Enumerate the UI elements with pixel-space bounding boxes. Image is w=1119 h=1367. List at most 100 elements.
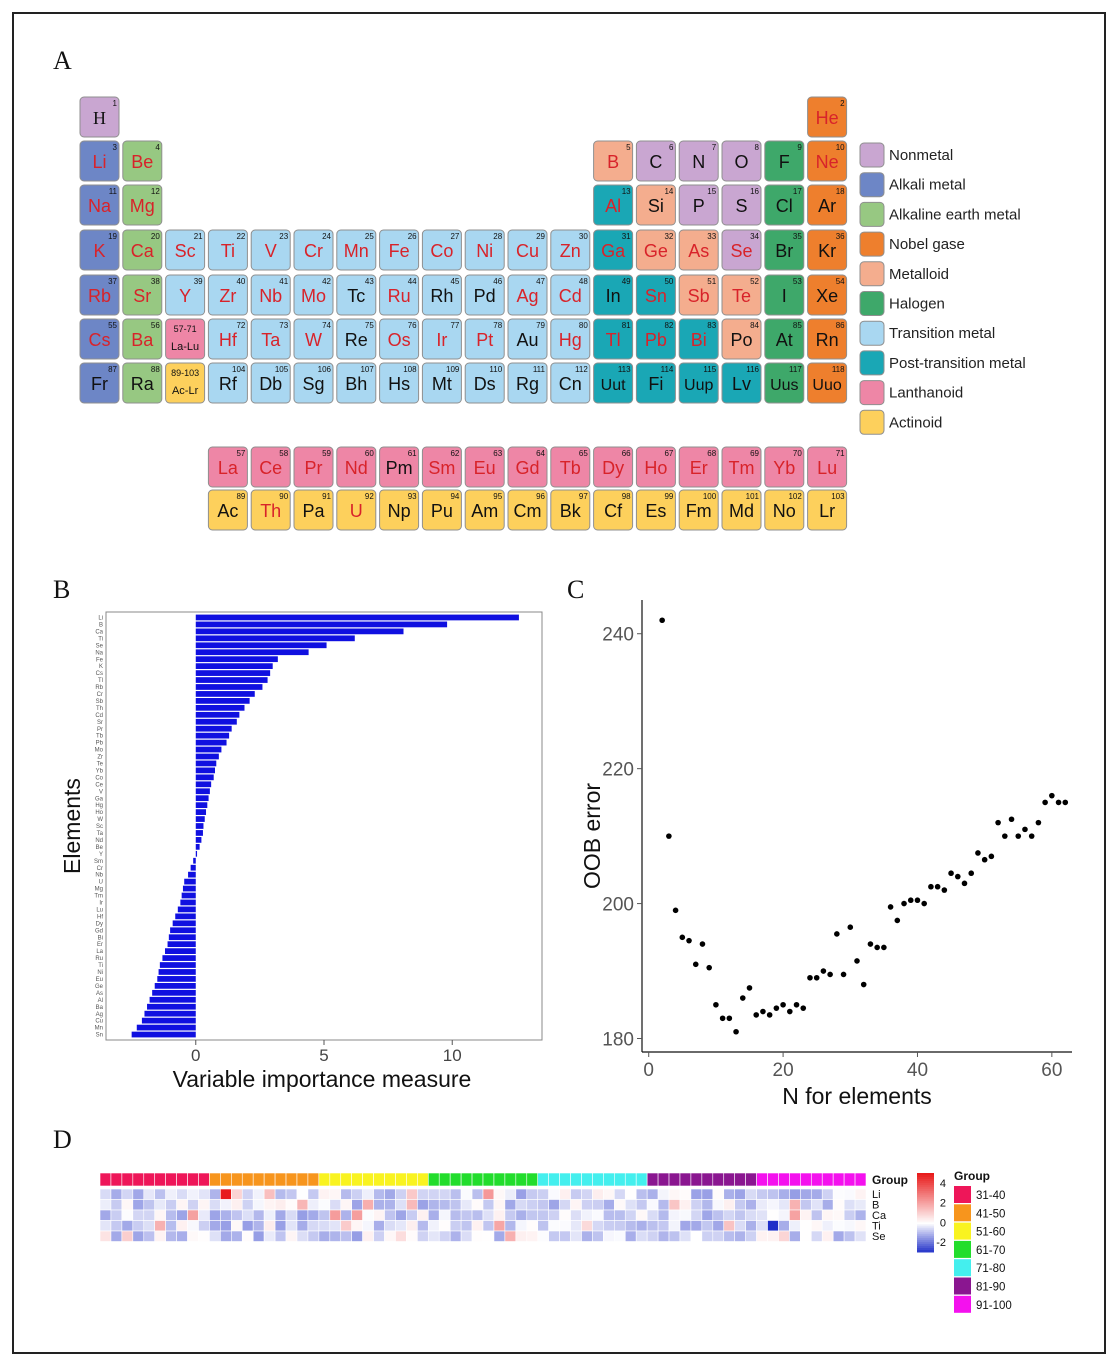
element-number: 115 (703, 365, 716, 374)
plot-area (105, 611, 543, 1041)
element-number: 31 (622, 232, 631, 241)
heatmap-cell (384, 1199, 396, 1211)
legend-item-alkali: Alkali metal (859, 172, 966, 198)
heatmap-cell (285, 1220, 298, 1232)
heatmap-cell (351, 1209, 363, 1221)
heatmap-cell (198, 1230, 210, 1242)
element-tile (207, 274, 248, 316)
heatmap-cell (307, 1209, 320, 1221)
element-tile (336, 229, 377, 271)
element-tile (79, 140, 120, 182)
element-tile (507, 274, 548, 316)
element-tile (464, 318, 505, 360)
element-number: 64 (536, 449, 545, 458)
heatmap-cell (515, 1220, 528, 1232)
heatmap-cell (614, 1209, 626, 1221)
legend-item-actinoid: Actinoid (859, 409, 942, 435)
heatmap-cell (110, 1209, 123, 1221)
data-point (834, 931, 840, 937)
data-point (1028, 833, 1035, 839)
element-symbol: Pb (645, 330, 667, 350)
heatmap-cell (198, 1220, 210, 1232)
element-symbol: Rf (219, 374, 238, 394)
x-tick-label: 0 (643, 1060, 654, 1081)
element-tile (721, 362, 762, 404)
heatmap-cell (274, 1188, 287, 1200)
group-legend-label: 31-40 (976, 1190, 1005, 1202)
group-legend-swatch (954, 1222, 971, 1240)
heatmap-cell (515, 1188, 528, 1200)
heatmap-cell (734, 1188, 746, 1200)
heatmap-cell (712, 1209, 725, 1221)
element-number: 15 (707, 187, 716, 196)
legend-item-post: Post-transition metal (859, 350, 1026, 376)
element-number: 19 (108, 232, 117, 241)
legend-swatch (859, 350, 885, 376)
element-tile (764, 229, 805, 271)
element-tile (507, 362, 548, 404)
element-number: 55 (108, 321, 117, 330)
heatmap-cell (417, 1199, 429, 1211)
group-cell (756, 1172, 768, 1187)
heatmap-cell (318, 1230, 331, 1242)
element-symbol: Cr (304, 241, 323, 261)
data-point (854, 958, 860, 964)
group-cell (668, 1172, 681, 1187)
heatmap-cell (340, 1199, 352, 1211)
element-tile (635, 362, 676, 404)
element-number: 101 (746, 492, 760, 501)
heatmap-cell (581, 1220, 593, 1232)
element-tile (250, 274, 291, 316)
element-symbol: Mt (432, 374, 452, 394)
heatmap-cell (810, 1199, 823, 1211)
element-number: 89-103 (171, 368, 199, 378)
heatmap-cell (329, 1199, 342, 1211)
group-cell (449, 1172, 462, 1187)
element-symbol: Ir (436, 330, 447, 350)
legend-item-noble: Nobel gase (859, 231, 965, 257)
element-number: 50 (664, 277, 673, 286)
group-cell (603, 1172, 615, 1187)
element-number: 86 (836, 321, 845, 330)
heatmap-cell (165, 1199, 177, 1211)
element-number: 60 (365, 449, 374, 458)
group-cell (614, 1172, 626, 1187)
element-symbol: Sb (688, 286, 710, 306)
heatmap-cell (559, 1209, 571, 1221)
heatmap-cell (778, 1230, 790, 1242)
data-point (820, 968, 827, 974)
heatmap-cell (559, 1230, 571, 1242)
element-symbol: Zr (219, 286, 236, 306)
group-cell (624, 1172, 637, 1187)
heatmap-cell (165, 1188, 177, 1200)
heatmap-cell (296, 1230, 309, 1242)
element-symbol: As (688, 241, 709, 261)
heatmap-cell (165, 1209, 177, 1221)
element-symbol: Uuo (812, 377, 841, 394)
element-number: 10 (836, 143, 845, 152)
data-point (934, 883, 941, 890)
heatmap-cell (351, 1188, 363, 1200)
heatmap-cell (110, 1199, 123, 1211)
element-tile (550, 446, 591, 488)
element-number: 77 (450, 321, 459, 330)
scale-tick-label: 4 (940, 1178, 946, 1190)
heatmap-cell (690, 1230, 703, 1242)
legend-item-alkaline: Alkaline earth metal (859, 201, 1021, 227)
scale-step (917, 1238, 934, 1241)
heatmap-cell (231, 1188, 243, 1200)
data-point (753, 1012, 760, 1018)
element-symbol: Mo (301, 286, 326, 306)
element-symbol: Rb (88, 286, 111, 306)
heatmap-cell (493, 1199, 506, 1211)
element-tile (165, 362, 206, 404)
element-symbol: Ra (131, 374, 155, 394)
heatmap-cell (154, 1209, 166, 1221)
element-symbol: F (779, 152, 790, 172)
y-tick-label: Sr (97, 720, 103, 726)
